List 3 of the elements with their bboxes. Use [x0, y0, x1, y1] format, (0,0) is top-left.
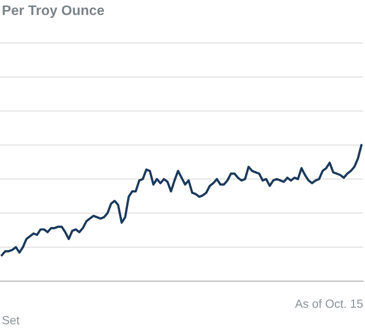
text: Set	[2, 316, 20, 324]
text: As of Oct. 15	[294, 299, 363, 308]
chart-title: Per Troy Ounce	[2, 5, 104, 18]
